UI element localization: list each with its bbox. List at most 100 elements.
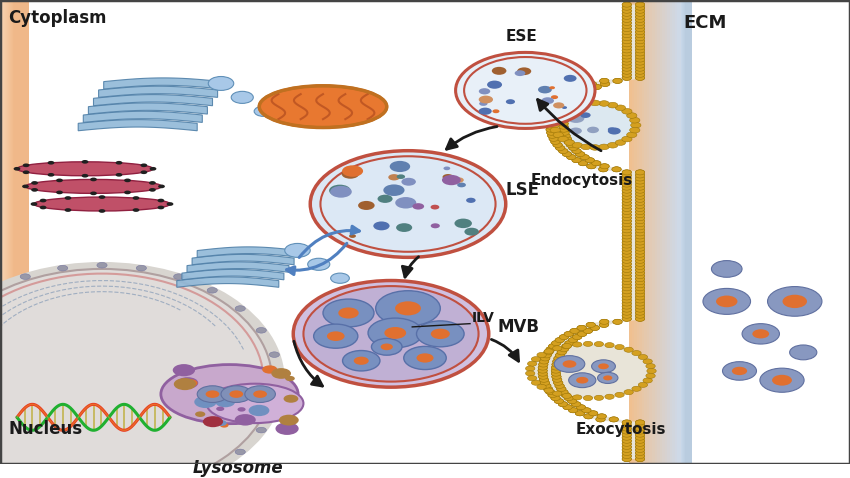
Circle shape (635, 194, 644, 199)
Circle shape (613, 319, 622, 325)
Circle shape (635, 11, 644, 16)
Circle shape (197, 386, 228, 402)
Circle shape (567, 90, 576, 96)
Bar (681, 0, 687, 464)
Circle shape (608, 128, 620, 134)
Circle shape (622, 225, 632, 230)
Circle shape (622, 277, 632, 282)
Circle shape (271, 368, 291, 379)
Bar (685, 0, 692, 464)
Circle shape (597, 414, 606, 419)
Circle shape (635, 45, 644, 50)
Bar (5, 0, 20, 464)
Bar (684, 0, 691, 464)
Circle shape (455, 218, 472, 228)
Circle shape (581, 112, 591, 118)
Circle shape (539, 374, 548, 379)
Circle shape (624, 390, 633, 395)
Circle shape (150, 167, 156, 171)
Circle shape (635, 450, 644, 456)
Circle shape (622, 197, 632, 202)
Bar (3, 0, 18, 464)
Bar (7, 0, 22, 464)
Circle shape (592, 161, 601, 166)
Circle shape (563, 94, 572, 98)
Circle shape (622, 252, 632, 257)
Circle shape (622, 176, 632, 181)
Circle shape (492, 109, 500, 113)
Circle shape (635, 426, 644, 431)
Circle shape (206, 391, 219, 398)
Circle shape (635, 216, 644, 221)
Circle shape (635, 301, 644, 306)
Circle shape (564, 105, 575, 110)
Circle shape (149, 181, 156, 185)
Circle shape (600, 164, 609, 169)
Circle shape (561, 392, 570, 398)
Circle shape (559, 127, 569, 132)
Circle shape (397, 174, 405, 179)
Circle shape (622, 301, 632, 306)
Circle shape (600, 164, 609, 169)
Circle shape (479, 108, 492, 115)
Circle shape (554, 356, 585, 372)
Circle shape (622, 30, 632, 34)
Circle shape (635, 218, 644, 224)
Circle shape (622, 75, 632, 80)
Text: Cytoplasm: Cytoplasm (8, 9, 107, 27)
Circle shape (622, 170, 632, 175)
Circle shape (635, 8, 644, 13)
Circle shape (622, 26, 632, 32)
Circle shape (635, 188, 644, 193)
Bar (684, 0, 690, 464)
Bar (2, 0, 17, 464)
Circle shape (635, 304, 644, 309)
Circle shape (559, 118, 569, 123)
Circle shape (547, 112, 557, 117)
Circle shape (635, 286, 644, 291)
Circle shape (563, 360, 576, 368)
Circle shape (149, 188, 156, 192)
Circle shape (635, 51, 644, 56)
Circle shape (568, 114, 584, 123)
Circle shape (622, 225, 632, 230)
Circle shape (579, 85, 588, 89)
Circle shape (622, 21, 632, 25)
Circle shape (323, 299, 374, 327)
Circle shape (622, 54, 632, 59)
Circle shape (575, 94, 585, 98)
Circle shape (635, 316, 644, 321)
Circle shape (560, 130, 570, 135)
Circle shape (635, 234, 644, 239)
Circle shape (635, 209, 644, 215)
Circle shape (586, 87, 595, 93)
Circle shape (543, 386, 552, 391)
Circle shape (567, 154, 576, 160)
Circle shape (635, 200, 644, 206)
Circle shape (389, 161, 411, 172)
Circle shape (622, 179, 632, 184)
Bar (9, 0, 24, 464)
Circle shape (622, 170, 632, 175)
Circle shape (635, 450, 644, 456)
Bar (683, 0, 689, 464)
Circle shape (635, 267, 644, 272)
Circle shape (622, 307, 632, 312)
Circle shape (383, 185, 405, 196)
Bar (683, 0, 689, 464)
Circle shape (622, 310, 632, 315)
Circle shape (635, 33, 644, 38)
Circle shape (487, 81, 502, 89)
Circle shape (635, 69, 644, 74)
Circle shape (552, 359, 562, 364)
Circle shape (635, 72, 644, 77)
Circle shape (279, 415, 298, 425)
Circle shape (612, 167, 621, 172)
Circle shape (342, 165, 363, 177)
Circle shape (635, 179, 644, 184)
Circle shape (551, 95, 558, 99)
Circle shape (622, 69, 632, 74)
Circle shape (553, 380, 563, 385)
Circle shape (549, 86, 555, 89)
Circle shape (557, 386, 566, 391)
